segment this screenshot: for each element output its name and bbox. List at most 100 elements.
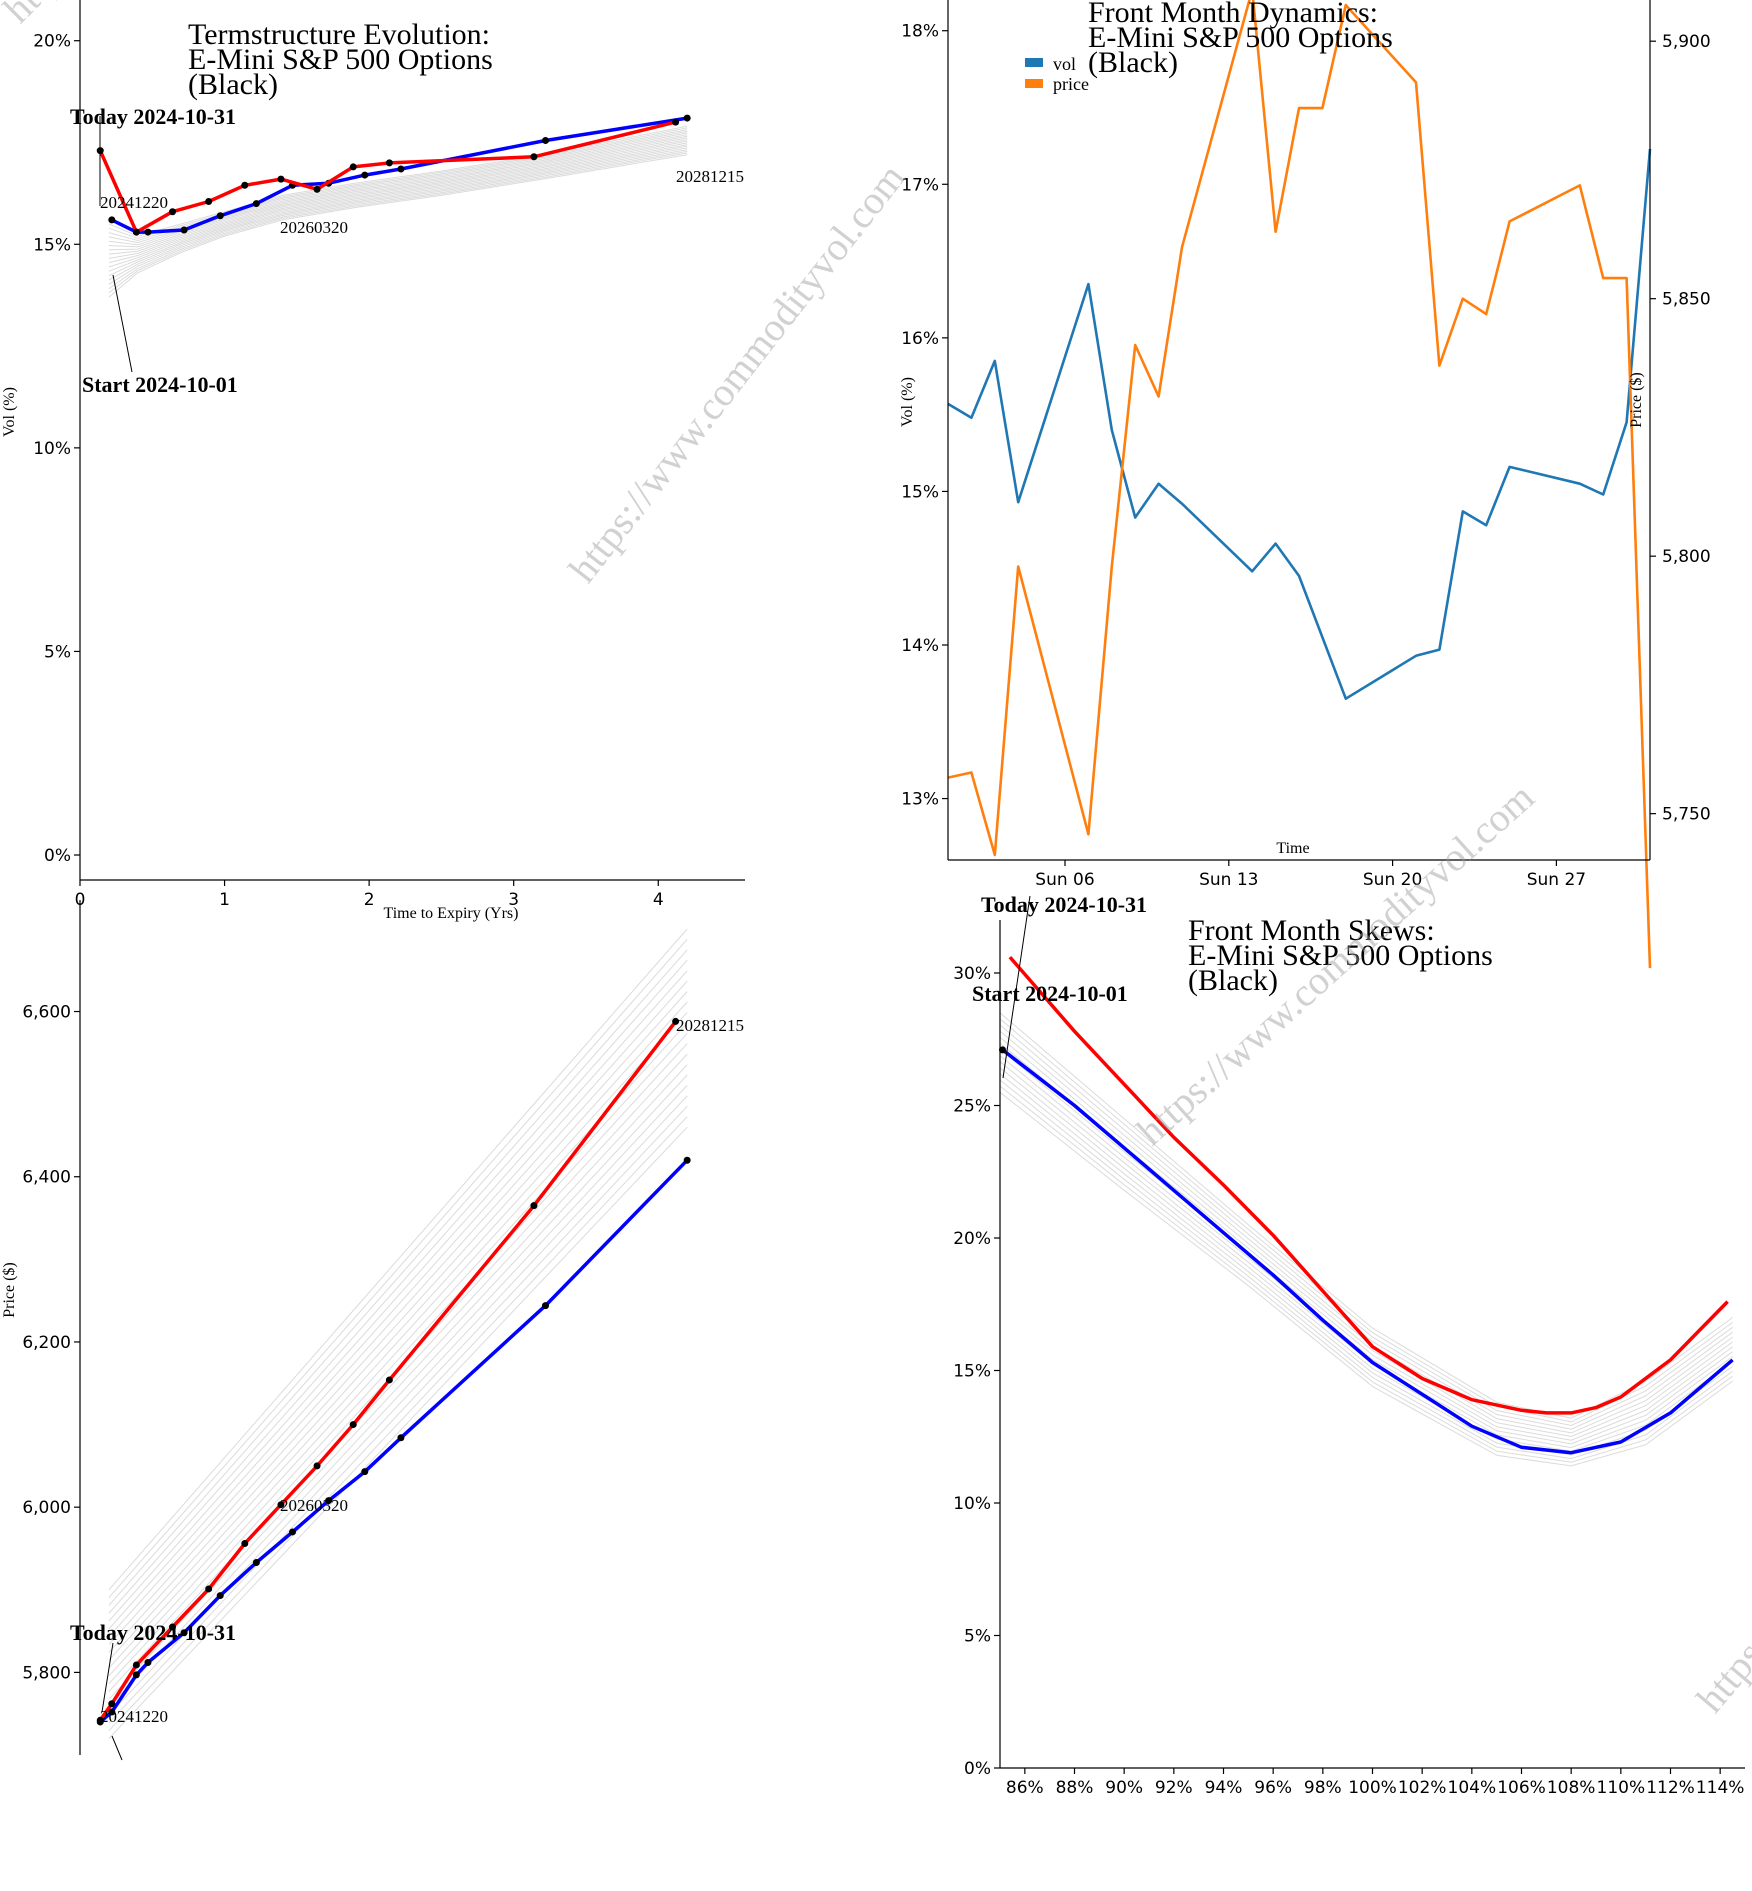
history-line [108, 1116, 688, 1732]
data-point [998, 1046, 1006, 1054]
start-annotation: Start 2024-10-01 [972, 981, 1128, 1006]
y-tick-label: 10% [33, 439, 71, 459]
x-tick-label: 1 [219, 890, 230, 910]
data-point [530, 1202, 538, 1210]
data-point [132, 1671, 140, 1679]
y-axis-title: Vol (%) [899, 377, 916, 427]
data-point [313, 185, 321, 193]
history-line [999, 1030, 1733, 1430]
history-curves [108, 125, 688, 298]
data-point [683, 114, 691, 122]
y-tick-label: 5,800 [1662, 547, 1711, 567]
x-tick-label: 108% [1547, 1778, 1596, 1798]
data-point [216, 212, 224, 220]
data-point [530, 153, 538, 161]
series-lines [96, 1017, 691, 1726]
data-point [205, 198, 213, 206]
legend-label-vol: vol [1053, 54, 1076, 74]
expiry-label-far: 20281215 [676, 1016, 744, 1035]
y-tick-label: 5,850 [1662, 290, 1711, 310]
data-point [349, 1421, 357, 1429]
history-line [108, 137, 688, 255]
history-curves [999, 1012, 1733, 1467]
history-line [108, 1032, 688, 1669]
history-line [108, 980, 688, 1630]
y-tick-label: 15% [953, 1362, 991, 1382]
history-line [108, 135, 688, 251]
series-line-start [1001, 1048, 1734, 1455]
front-month-skews-chart: 0% 5% 10% 15% 20% 25% 30% 86% 88% 90% 92% 94% 96% 98%… [953, 892, 1745, 1798]
data-point [241, 181, 249, 189]
x-tick-label: 3 [508, 890, 519, 910]
x-tick-label: 106% [1497, 1778, 1546, 1798]
data-point [144, 228, 152, 236]
history-line [108, 132, 688, 246]
data-point [289, 1528, 297, 1536]
y-tick-label: 10% [953, 1494, 991, 1514]
x-tick-label: 96% [1254, 1778, 1292, 1798]
history-line [108, 970, 688, 1622]
today-arrow [101, 1642, 114, 1713]
x-tick-label: 2 [364, 890, 375, 910]
legend: vol price [1025, 54, 1089, 94]
x-axis-title: Time [1276, 840, 1309, 857]
history-line [108, 1064, 688, 1692]
data-point [205, 1585, 213, 1593]
y-tick-label: 5,800 [22, 1663, 71, 1683]
data-point [252, 1559, 260, 1567]
x-tick-label: 110% [1597, 1778, 1646, 1798]
history-line [108, 991, 688, 1638]
history-line [108, 152, 688, 294]
today-annotation: Today 2024-10-31 [981, 892, 1147, 917]
data-point [277, 1501, 285, 1509]
history-line [108, 129, 688, 242]
y-tick-label: 6,000 [22, 1498, 71, 1518]
expiry-label-near: 20241220 [100, 193, 168, 212]
history-line [999, 1042, 1733, 1438]
x-tick-label: Sun 13 [1199, 870, 1258, 890]
y2-axis-title: Price ($) [1628, 372, 1645, 428]
y-axis-title: Vol (%) [1, 387, 18, 437]
start-arrow [112, 274, 133, 373]
data-point [144, 1658, 152, 1666]
history-line [108, 134, 688, 248]
series-line-vol [947, 148, 1652, 700]
y-tick-label: 20% [33, 32, 71, 52]
chart-title-line-3: (Black) [1088, 46, 1178, 79]
x-tick-label: 112% [1646, 1778, 1695, 1798]
history-line [108, 127, 688, 239]
data-point [683, 1156, 691, 1164]
data-point [108, 1708, 116, 1716]
data-point [241, 1540, 249, 1548]
expiry-label-near: 20241220 [100, 1707, 168, 1726]
y-tick-label: 5% [964, 1627, 991, 1647]
history-line [999, 1018, 1733, 1423]
history-line [108, 928, 688, 1591]
x-tick-label: 104% [1448, 1778, 1497, 1798]
history-line [108, 1043, 688, 1677]
y-tick-label: 5,750 [1662, 805, 1711, 825]
history-line [108, 149, 688, 285]
axes: 5,800 6,000 6,200 6,400 6,600 [22, 900, 81, 1755]
price-termstructure-chart: 5,800 6,000 6,200 6,400 6,600 Price ($) Toda… [1, 900, 744, 1761]
x-tick-label: 100% [1348, 1778, 1397, 1798]
chart-title-line-2: E-Mini S&P 500 Options [1188, 939, 1493, 972]
history-line [108, 145, 688, 277]
history-line [108, 1001, 688, 1645]
axes: 0%5%10%15%20%0 1 2 3 4 [33, 0, 745, 910]
data-point [132, 228, 140, 236]
expiry-label-mid: 20260320 [280, 218, 348, 237]
history-curves [108, 928, 688, 1739]
x-tick-label: 92% [1155, 1778, 1193, 1798]
series-line-start [111, 116, 688, 234]
history-line [999, 1085, 1733, 1463]
history-line [999, 1049, 1733, 1441]
data-point [216, 1592, 224, 1600]
y-tick-label: 6,600 [22, 1003, 71, 1023]
legend-swatch-price [1025, 79, 1043, 88]
x-tick-label: Sun 20 [1363, 870, 1422, 890]
history-line [999, 1036, 1733, 1434]
data-point [169, 208, 177, 216]
data-point [397, 1434, 405, 1442]
y-tick-label: 0% [44, 846, 71, 866]
